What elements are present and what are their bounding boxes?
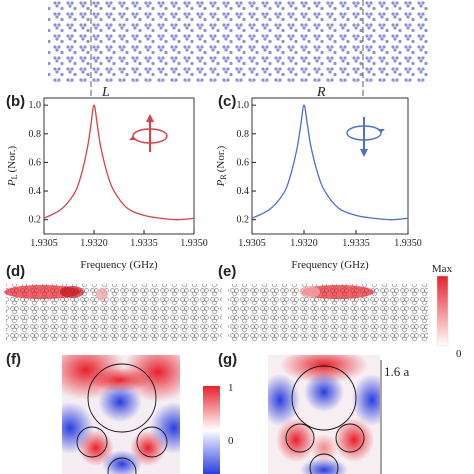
x-tick-label: 1.9350 bbox=[394, 238, 422, 249]
y-tick-label: 1.0 bbox=[237, 100, 250, 111]
ylabel-c: PR(Nor.) bbox=[215, 145, 228, 187]
panel-b: (b) L 1.9305 1.9320 1.9335 1.9350 0.2 0.4 0.6 0… bbox=[6, 85, 208, 271]
x-tick-label: 1.9350 bbox=[180, 238, 208, 249]
panel-d: (d) bbox=[4, 263, 222, 342]
x-tick-label: 1.9335 bbox=[130, 238, 158, 249]
x-tick-label: 1.9335 bbox=[342, 238, 370, 249]
mode-label-c: R bbox=[316, 85, 326, 100]
series-line-b bbox=[43, 104, 195, 221]
panel-e-label: (e) bbox=[218, 263, 236, 280]
x-tick-label: 1.9305 bbox=[238, 238, 266, 249]
y-tick-label: 1.0 bbox=[29, 100, 42, 111]
lattice-top bbox=[48, 0, 428, 96]
y-tick-label: 0.8 bbox=[29, 129, 42, 140]
y-tick-label: 0.4 bbox=[237, 186, 250, 197]
colorbar-bottom-mid: 0 bbox=[228, 435, 234, 447]
x-tick-label: 1.9305 bbox=[30, 238, 58, 249]
series-line-c bbox=[251, 104, 409, 221]
ylabel-b: PL(Nor.) bbox=[6, 146, 19, 188]
panel-g: (g) 1.6 a bbox=[218, 351, 410, 474]
panel-b-label: (b) bbox=[6, 93, 25, 110]
plot-frame-c bbox=[251, 97, 409, 235]
y-tick-label: 0.2 bbox=[237, 215, 250, 226]
y-tick-label: 0.4 bbox=[29, 186, 42, 197]
panel-d-label: (d) bbox=[6, 263, 25, 280]
rotation-cw-icon bbox=[346, 117, 385, 157]
y-tick-label: 0.2 bbox=[29, 215, 42, 226]
x-tick-label: 1.9320 bbox=[80, 238, 108, 249]
plot-frame-b bbox=[43, 97, 195, 235]
xlabel-c: Frequency (GHz) bbox=[291, 259, 369, 271]
colorbar-top-min: 0 bbox=[456, 348, 462, 360]
panel-c-label: (c) bbox=[218, 93, 236, 110]
y-tick-label: 0.6 bbox=[237, 157, 250, 168]
panel-f-label: (f) bbox=[6, 351, 21, 368]
xlabel-b: Frequency (GHz) bbox=[80, 259, 158, 271]
rotation-ccw-icon bbox=[129, 114, 168, 152]
panel-c: (c) R 1.9305 1.9320 1.9335 1.9350 0.2 0.4 0.6 0… bbox=[215, 85, 422, 271]
mode-label-b: L bbox=[101, 85, 110, 100]
x-tick-label: 1.9320 bbox=[290, 238, 318, 249]
panel-g-label: (g) bbox=[218, 351, 237, 368]
colorbar-top: Max 0 bbox=[432, 263, 462, 360]
ticks-b: 1.9305 1.9320 1.9335 1.9350 0.2 0.4 0.6 0.8 1.0 bbox=[29, 100, 208, 249]
y-tick-label: 0.6 bbox=[29, 157, 42, 168]
scale-label: 1.6 a bbox=[384, 364, 410, 379]
panel-e: (e) bbox=[218, 263, 428, 342]
colorbar-top-max: Max bbox=[432, 263, 453, 275]
colorbar-bottom: 1 0 bbox=[203, 382, 234, 474]
y-tick-label: 0.8 bbox=[237, 129, 250, 140]
colorbar-bottom-max: 1 bbox=[228, 382, 234, 394]
panel-f: (f) bbox=[6, 351, 180, 474]
ticks-c: 1.9305 1.9320 1.9335 1.9350 0.2 0.4 0.6 0.8 1.0 bbox=[237, 100, 422, 249]
